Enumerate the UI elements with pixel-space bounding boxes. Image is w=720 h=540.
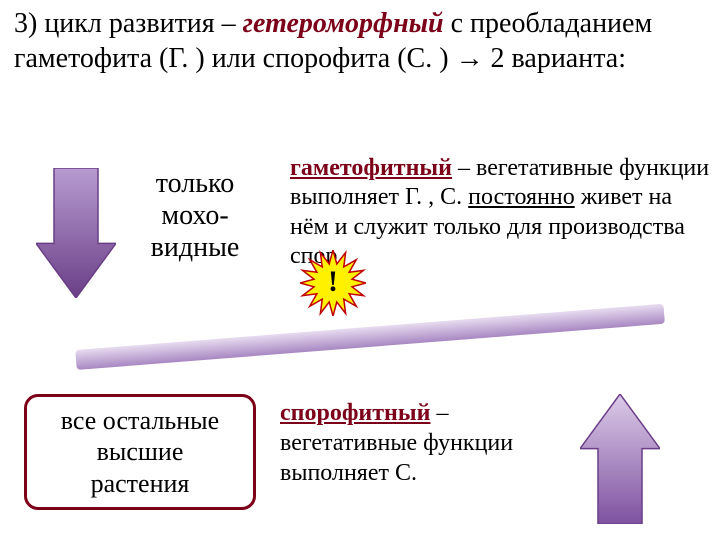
others-l1: все остальные xyxy=(61,406,219,435)
only-moss-l3: видные xyxy=(151,232,240,263)
others-l3: растения xyxy=(91,469,190,498)
only-moss-text: только мохо- видные xyxy=(130,168,260,265)
gameto-u2: постоянно xyxy=(468,184,575,210)
only-moss-l2: мохо- xyxy=(161,200,228,231)
gameto-title: гаметофитный xyxy=(290,155,452,181)
sporophyte-text: спорофитный – вегетативные функции выпол… xyxy=(280,398,540,488)
diagonal-divider xyxy=(75,304,665,370)
burst-label: ! xyxy=(313,265,353,299)
heading-pre: 3) цикл развития – xyxy=(14,8,243,39)
other-plants-box: все остальные высшие растения xyxy=(24,394,256,510)
heading-highlight: гетероморфный xyxy=(243,8,444,39)
sporo-title: спорофитный xyxy=(280,400,430,426)
others-l2: высшие xyxy=(97,437,184,466)
only-moss-l1: только xyxy=(156,168,234,199)
slide-heading: 3) цикл развития – гетероморфный с преоб… xyxy=(14,6,706,76)
up-arrow-icon xyxy=(580,394,660,529)
down-arrow-icon xyxy=(36,168,116,303)
